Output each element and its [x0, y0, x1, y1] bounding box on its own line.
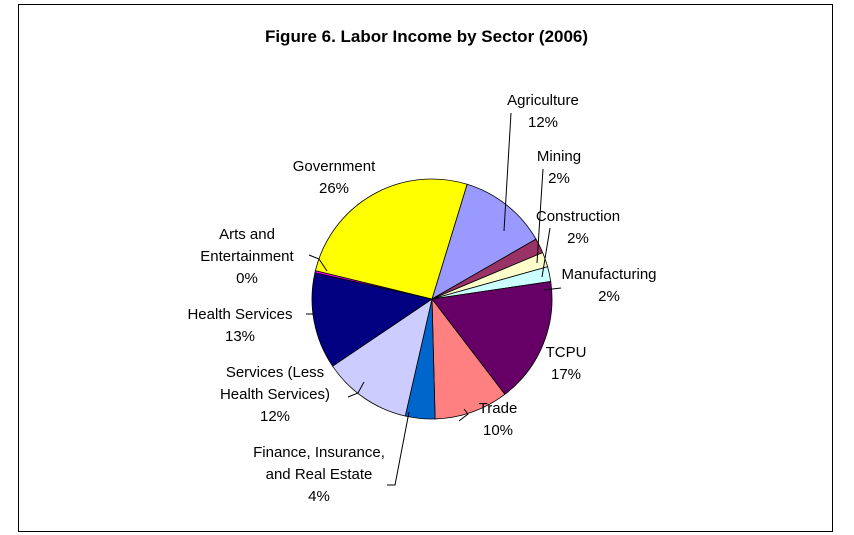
slice-percent: 2%: [567, 230, 589, 247]
pie-chart: Agriculture 12%Mining 2%Construction 2%Manu…: [187, 92, 656, 505]
slice-percent: 12%: [260, 408, 290, 425]
slice-percent: 17%: [551, 366, 581, 383]
leader-line: [536, 168, 544, 264]
slice-name-line: Finance, Insurance,: [253, 444, 385, 461]
slice-label: Finance, Insurance, and Real Estate 4%: [253, 444, 385, 505]
slice-name: Health Services: [187, 306, 292, 323]
slice-label: TCPU 17%: [546, 344, 587, 383]
pie-slice-health-services: [311, 272, 433, 367]
pie-slice-tcpu: [431, 281, 553, 395]
slice-percent: 4%: [308, 488, 330, 505]
slice-label: Services (Less Health Services) 12%: [220, 364, 330, 425]
slice-percent: 12%: [528, 114, 558, 131]
slice-name: TCPU: [546, 344, 587, 361]
chart-frame: Figure 6. Labor Income by Sector (2006) …: [18, 4, 833, 532]
slice-name: Construction: [536, 208, 620, 225]
pie-slice-government: [314, 178, 468, 300]
pie-slice-agriculture: [431, 183, 537, 300]
slice-name-line: and Real Estate: [266, 466, 373, 483]
chart-title: Figure 6. Labor Income by Sector (2006): [264, 27, 589, 46]
slice-name: Mining: [537, 148, 581, 165]
slice-name: Government: [293, 158, 376, 175]
slice-percent: 10%: [483, 422, 513, 439]
slice-name: Manufacturing: [561, 266, 656, 283]
slice-label: Construction 2%: [536, 208, 620, 247]
leader-line: [541, 227, 551, 278]
slice-label: Government 26%: [293, 158, 376, 197]
slice-name: Trade: [479, 400, 518, 417]
pie-slice-trade: [431, 297, 506, 420]
slice-name-line: Health Services): [220, 386, 330, 403]
slice-percent: 2%: [598, 288, 620, 305]
pie-slice-services-less-health-services: [332, 298, 433, 417]
slice-percent: 26%: [319, 180, 349, 197]
slice-percent: 2%: [548, 170, 570, 187]
leader-line: [308, 254, 328, 272]
slice-name-line: Services (Less: [226, 364, 324, 381]
slice-percent: 13%: [225, 328, 255, 345]
leader-line: [387, 411, 410, 486]
slice-label: Agriculture 12%: [507, 92, 579, 131]
slice-label: Arts and Entertainment 0%: [200, 226, 294, 287]
slice-percent: 0%: [236, 270, 258, 287]
slice-label: Health Services 13%: [187, 306, 292, 345]
leader-line: [503, 112, 512, 232]
slice-label: Mining 2%: [537, 148, 581, 187]
leader-line: [458, 408, 469, 422]
slice-name: Agriculture: [507, 92, 579, 109]
slice-name-line: Arts and: [219, 226, 275, 243]
leader-line: [347, 381, 365, 398]
slice-label: Trade 10%: [479, 400, 518, 439]
leader-line: [543, 287, 562, 291]
slice-label: Manufacturing 2%: [561, 266, 656, 305]
slice-name-line: Entertainment: [200, 248, 294, 265]
